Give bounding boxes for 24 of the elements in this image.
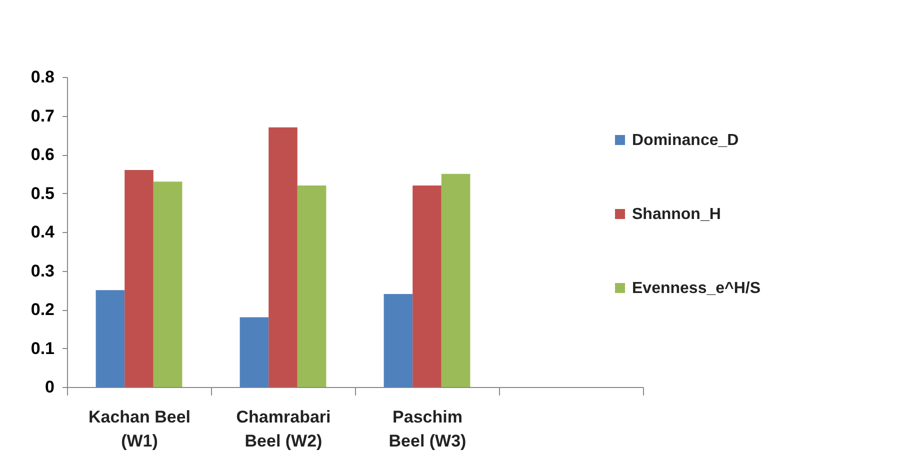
- bar: [441, 174, 470, 387]
- legend-label: Evenness_e^H/S: [632, 280, 761, 297]
- legend-label: Shannon_H: [632, 206, 721, 223]
- y-tick-label: 0.3: [30, 261, 54, 280]
- bar: [384, 294, 413, 387]
- y-tick-label: 0.4: [30, 222, 56, 242]
- legend-label: Dominance_D: [632, 132, 739, 149]
- y-tick-label: 0.5: [30, 184, 54, 203]
- y-tick-label: 0: [45, 378, 54, 396]
- y-tick-label: 0.6: [30, 145, 54, 164]
- bar: [240, 317, 269, 387]
- x-tick-label: Paschim Beel (W3): [388, 408, 466, 450]
- y-tick-label: 0.7: [30, 106, 54, 126]
- y-tick-label: 0.2: [30, 300, 54, 319]
- y-tick-label: 0.8: [30, 68, 54, 86]
- bar: [124, 170, 154, 387]
- x-tick-label: Chamrabari Beel (W2): [236, 408, 331, 450]
- bar: [297, 186, 326, 387]
- bar: [412, 186, 442, 387]
- y-tick-label: 0.1: [30, 338, 54, 358]
- bar: [268, 127, 298, 387]
- bar: [153, 182, 182, 387]
- bar: [96, 290, 125, 387]
- x-tick-label: Kachan Beel (W1): [88, 408, 191, 450]
